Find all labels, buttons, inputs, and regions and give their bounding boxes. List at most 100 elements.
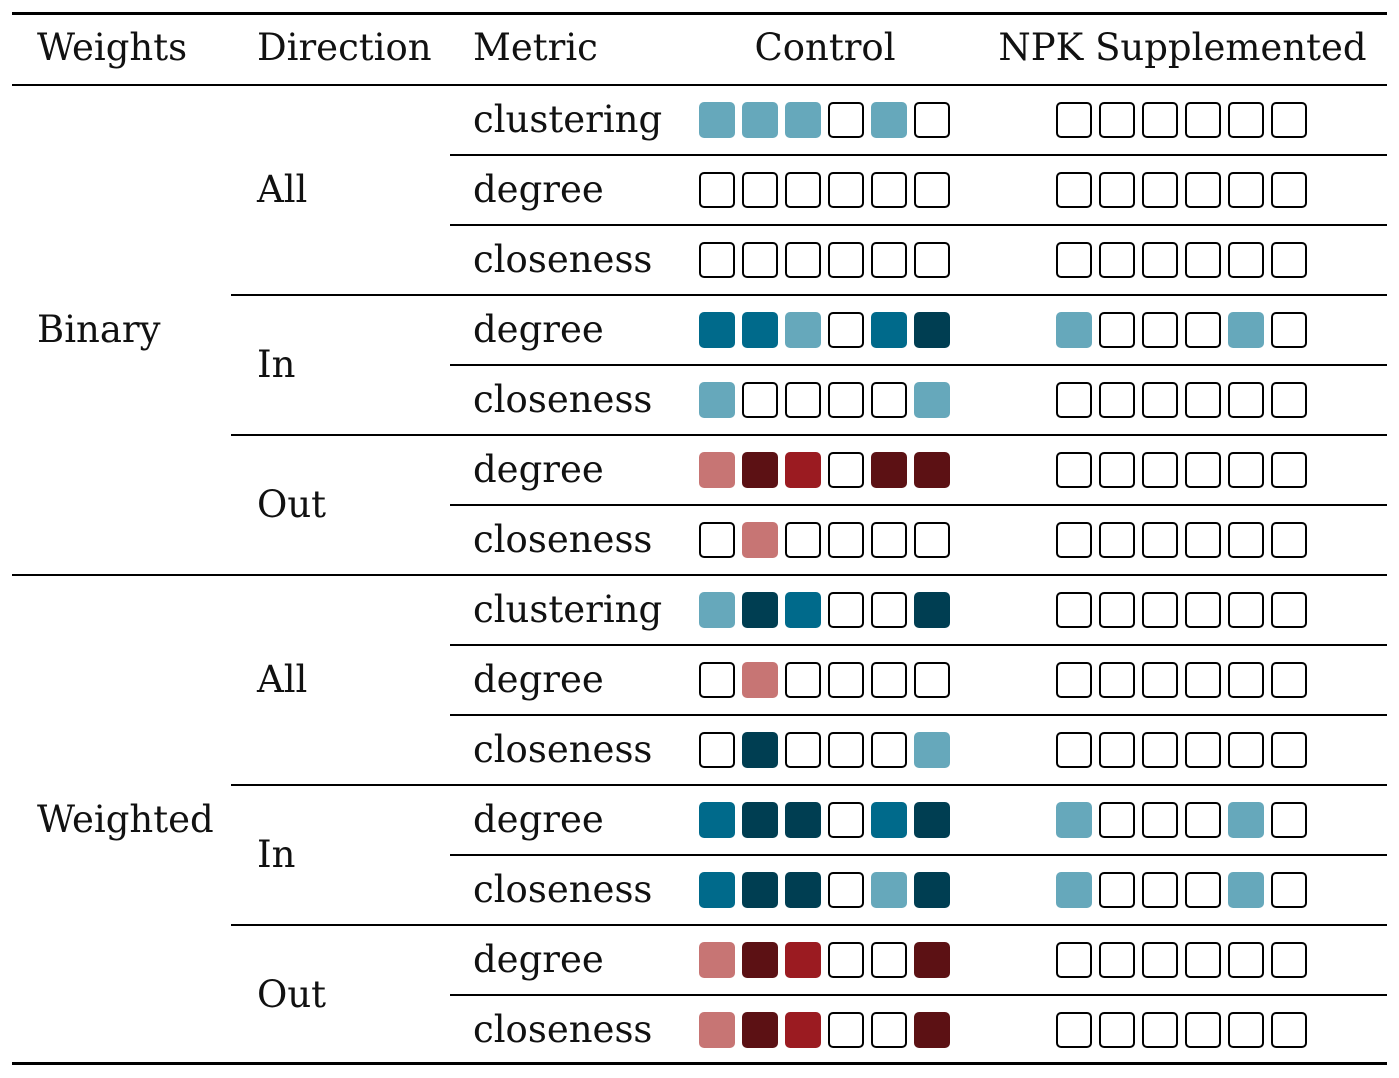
control-cell	[871, 592, 907, 628]
control-cell	[785, 522, 821, 558]
npk-cell	[1271, 732, 1307, 768]
control-cell	[914, 242, 950, 278]
npk-cell	[1185, 942, 1221, 978]
npk-cell	[1185, 662, 1221, 698]
npk-cell	[1056, 382, 1092, 418]
npk-cell	[1099, 172, 1135, 208]
metric-label: degree	[473, 938, 604, 981]
control-cell	[871, 522, 907, 558]
control-cell	[785, 452, 821, 488]
control-cell	[785, 172, 821, 208]
metric-label: closeness	[473, 868, 653, 911]
npk-cell	[1099, 592, 1135, 628]
npk-cell	[1228, 452, 1264, 488]
control-cell	[828, 382, 864, 418]
control-cell	[742, 102, 778, 138]
npk-cell	[1271, 662, 1307, 698]
row-divider	[450, 224, 1387, 226]
npk-cell	[1228, 872, 1264, 908]
npk-cell	[1142, 942, 1178, 978]
npk-cell	[1099, 732, 1135, 768]
npk-cell	[1142, 1012, 1178, 1048]
direction-label: In	[257, 833, 296, 876]
direction-label: Out	[257, 483, 327, 526]
npk-cell	[1056, 522, 1092, 558]
npk-cell	[1142, 312, 1178, 348]
npk-cell	[1271, 382, 1307, 418]
group-divider	[12, 574, 1387, 576]
npk-cell	[1271, 522, 1307, 558]
control-cell	[785, 1012, 821, 1048]
direction-label: Out	[257, 973, 327, 1016]
control-cell	[828, 732, 864, 768]
metric-label: degree	[473, 658, 604, 701]
control-cell	[871, 382, 907, 418]
control-cell	[785, 242, 821, 278]
control-cell	[828, 1012, 864, 1048]
control-cell	[699, 452, 735, 488]
npk-cell	[1142, 872, 1178, 908]
control-cell	[914, 522, 950, 558]
control-cell	[742, 942, 778, 978]
control-cell	[871, 172, 907, 208]
npk-cell	[1056, 872, 1092, 908]
control-cell	[742, 522, 778, 558]
direction-divider	[231, 294, 1387, 296]
control-cell	[699, 732, 735, 768]
control-cell	[742, 382, 778, 418]
control-cell	[914, 942, 950, 978]
metric-label: clustering	[473, 98, 663, 141]
control-cell	[785, 732, 821, 768]
metric-label: degree	[473, 448, 604, 491]
npk-cell	[1185, 872, 1221, 908]
control-cell	[699, 942, 735, 978]
control-cell	[785, 662, 821, 698]
npk-cell	[1228, 942, 1264, 978]
npk-cell	[1056, 802, 1092, 838]
npk-cell	[1271, 872, 1307, 908]
direction-label: All	[257, 658, 308, 701]
npk-cell	[1142, 662, 1178, 698]
control-cell	[699, 172, 735, 208]
control-cell	[742, 1012, 778, 1048]
npk-cell	[1099, 872, 1135, 908]
row-divider	[450, 854, 1387, 856]
npk-cell	[1056, 1012, 1092, 1048]
npk-cell	[1185, 592, 1221, 628]
direction-label: All	[257, 168, 308, 211]
metric-label: closeness	[473, 1008, 653, 1051]
control-cell	[828, 312, 864, 348]
control-cell	[742, 172, 778, 208]
npk-cell	[1142, 802, 1178, 838]
row-divider	[450, 504, 1387, 506]
row-divider	[450, 154, 1387, 156]
control-cell	[785, 102, 821, 138]
npk-cell	[1228, 732, 1264, 768]
control-cell	[699, 592, 735, 628]
control-cell	[914, 172, 950, 208]
control-cell	[914, 102, 950, 138]
control-cell	[828, 592, 864, 628]
control-cell	[914, 662, 950, 698]
direction-divider	[231, 924, 1387, 926]
control-cell	[828, 102, 864, 138]
control-cell	[828, 662, 864, 698]
npk-cell	[1142, 592, 1178, 628]
control-cell	[914, 592, 950, 628]
control-cell	[742, 662, 778, 698]
row-divider	[450, 994, 1387, 996]
npk-cell	[1099, 1012, 1135, 1048]
npk-cell	[1228, 102, 1264, 138]
control-cell	[828, 452, 864, 488]
npk-cell	[1271, 942, 1307, 978]
npk-cell	[1056, 172, 1092, 208]
npk-cell	[1185, 172, 1221, 208]
control-cell	[699, 662, 735, 698]
npk-cell	[1228, 1012, 1264, 1048]
npk-cell	[1228, 172, 1264, 208]
control-cell	[699, 312, 735, 348]
control-cell	[742, 872, 778, 908]
control-cell	[785, 942, 821, 978]
control-cell	[871, 942, 907, 978]
top-rule	[12, 12, 1387, 15]
